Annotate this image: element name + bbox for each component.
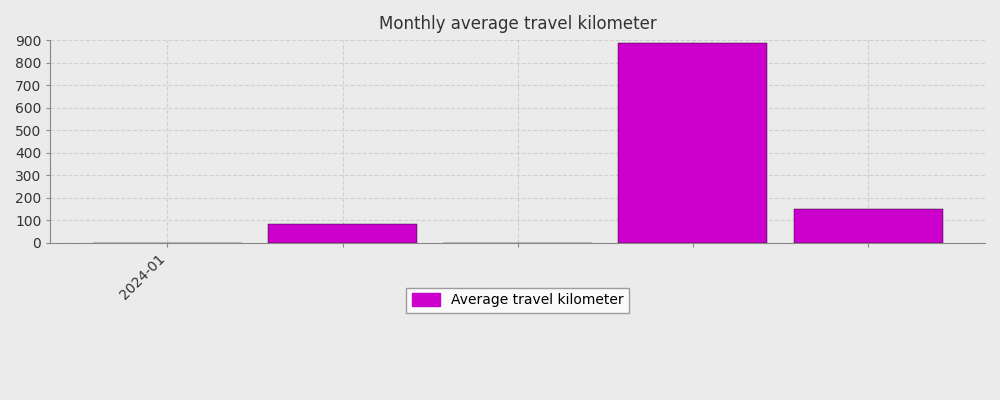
Legend: Average travel kilometer: Average travel kilometer [406,288,629,313]
Bar [268,224,417,243]
Title: Monthly average travel kilometer: Monthly average travel kilometer [379,15,657,33]
Bar [618,44,767,243]
Bar [794,209,943,243]
